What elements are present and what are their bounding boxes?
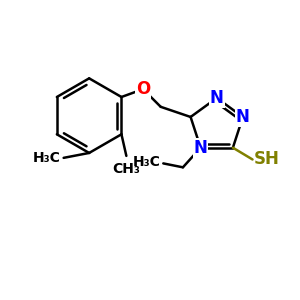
Text: N: N bbox=[210, 89, 224, 107]
Text: CH₃: CH₃ bbox=[112, 162, 140, 176]
Text: O: O bbox=[136, 80, 150, 98]
Text: N: N bbox=[236, 108, 250, 126]
Text: SH: SH bbox=[254, 151, 279, 169]
Text: H₃C: H₃C bbox=[133, 155, 160, 170]
Text: N: N bbox=[194, 139, 208, 157]
Text: H₃C: H₃C bbox=[33, 151, 61, 165]
